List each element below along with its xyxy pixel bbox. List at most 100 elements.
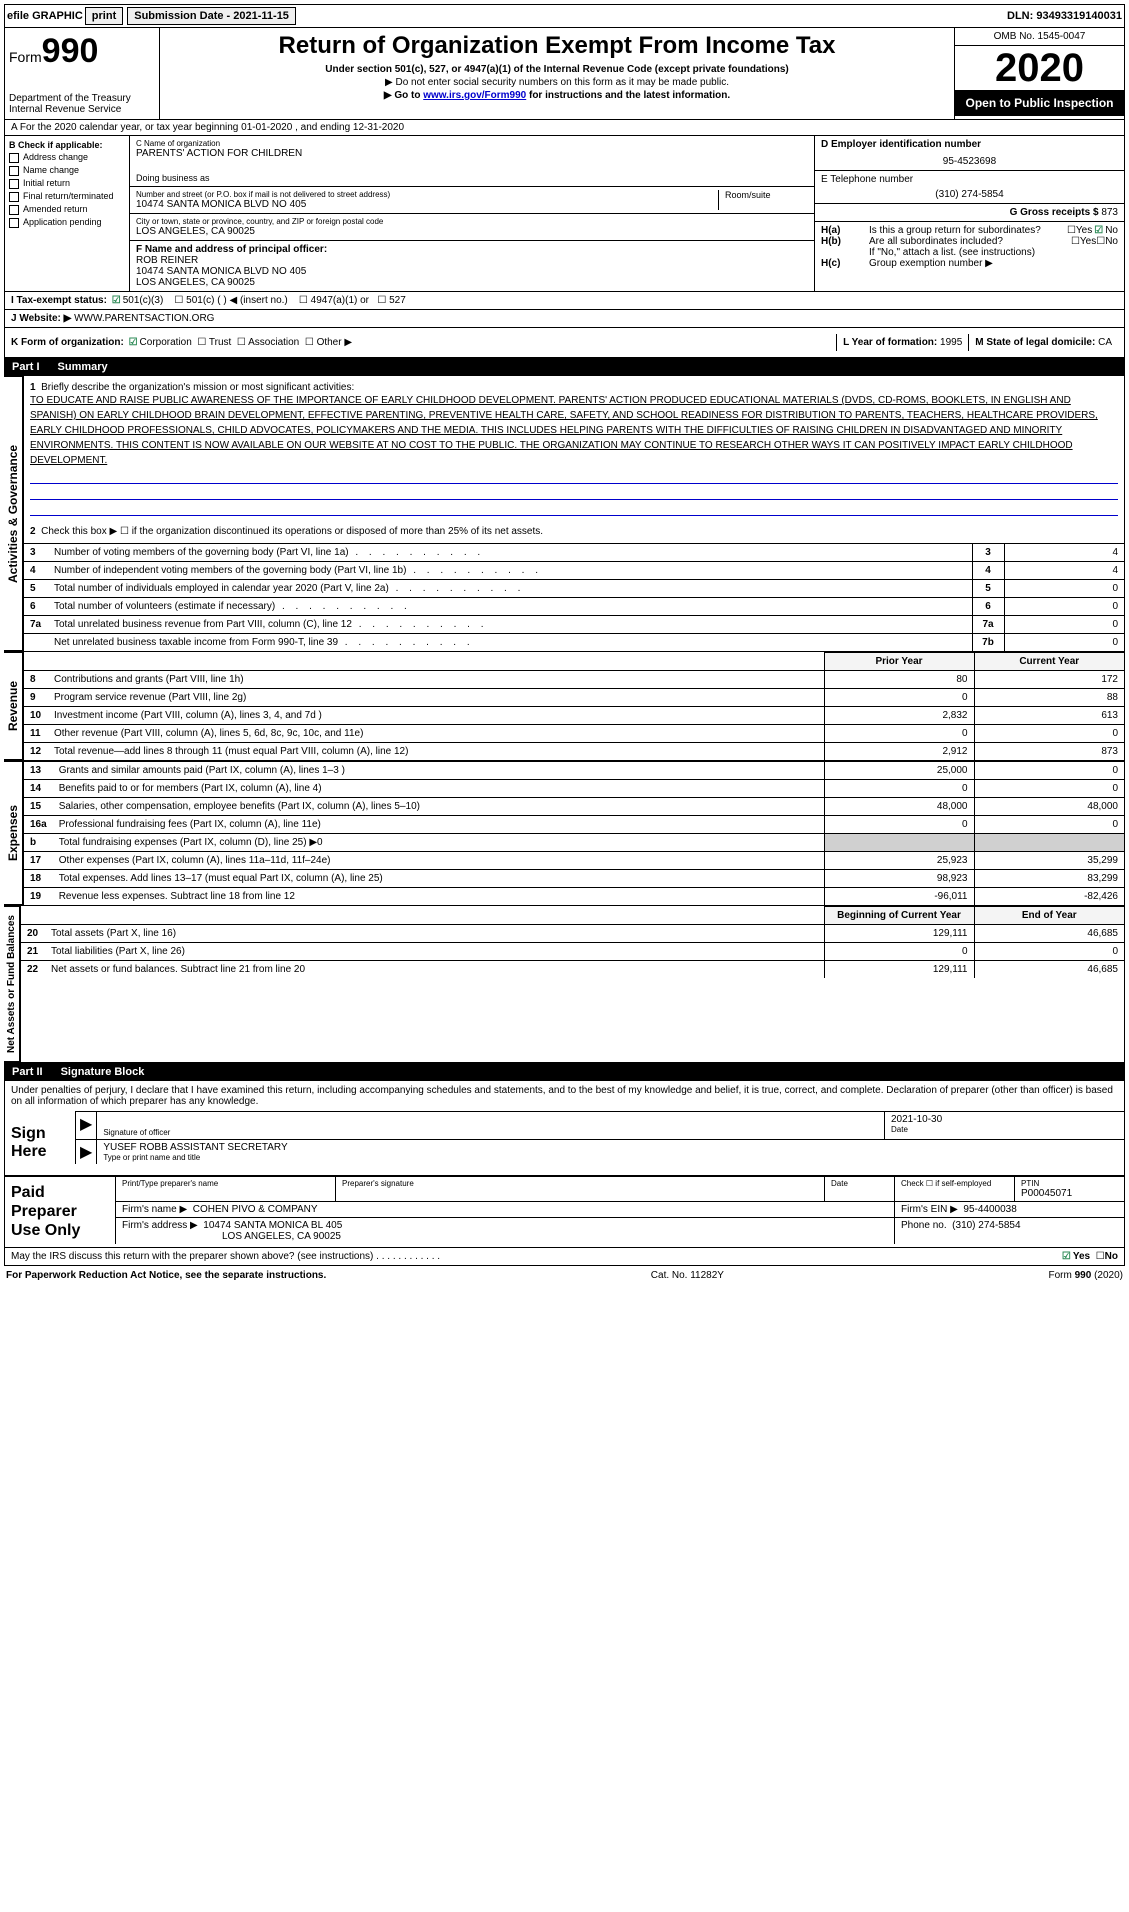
officer-addr: 10474 SANTA MONICA BLVD NO 405 xyxy=(136,266,808,277)
instr-link-line: ▶ Go to www.irs.gov/Form990 for instruct… xyxy=(168,90,946,101)
cb-initial-return[interactable] xyxy=(9,179,19,189)
firm-phone: (310) 274-5854 xyxy=(952,1220,1020,1231)
form-ref: Form 990 (2020) xyxy=(1049,1270,1123,1281)
part-1-header: Part I Summary xyxy=(4,358,1125,376)
org-address: 10474 SANTA MONICA BLVD NO 405 xyxy=(136,199,718,210)
section-b-through-h: B Check if applicable: Address change Na… xyxy=(4,136,1125,292)
prep-name-label: Print/Type preparer's name xyxy=(122,1179,329,1188)
cb-address-change[interactable] xyxy=(9,153,19,163)
line-2-checkbox: Check this box ▶ ☐ if the organization d… xyxy=(41,526,543,537)
expenses-section: Expenses 13Grants and similar amounts pa… xyxy=(4,761,1125,906)
firm-name-label: Firm's name ▶ xyxy=(122,1204,187,1215)
cb-app-pending[interactable] xyxy=(9,218,19,228)
col-b-checkboxes: B Check if applicable: Address change Na… xyxy=(5,136,130,291)
vtab-governance: Activities & Governance xyxy=(4,376,23,651)
website-value: WWW.PARENTSACTION.ORG xyxy=(74,313,214,324)
org-name: PARENTS' ACTION FOR CHILDREN xyxy=(136,148,808,159)
tax-year: 2020 xyxy=(955,46,1124,90)
row-j-website: J Website: ▶ WWW.PARENTSACTION.ORG xyxy=(4,310,1125,328)
arrow-icon: ▶ xyxy=(75,1112,96,1139)
type-name-label: Type or print name and title xyxy=(103,1153,1118,1162)
revenue-table: Prior YearCurrent Year8Contributions and… xyxy=(24,652,1124,760)
hb-label: Are all subordinates included? xyxy=(869,236,1071,247)
efile-label: efile GRAPHIC xyxy=(7,10,83,22)
org-name-label: C Name of organization xyxy=(136,139,808,148)
vtab-netassets: Net Assets or Fund Balances xyxy=(4,906,20,1062)
section-f: F Name and address of principal officer:… xyxy=(130,241,814,291)
expenses-table: 13Grants and similar amounts paid (Part … xyxy=(24,761,1124,905)
phone-value: (310) 274-5854 xyxy=(821,189,1118,200)
part-2-header: Part II Signature Block xyxy=(4,1063,1125,1081)
row-k-form-org: K Form of organization: ☑Corporation ☐ T… xyxy=(4,328,1125,358)
sign-here-label: Sign Here xyxy=(5,1111,75,1175)
officer-name: ROB REINER xyxy=(136,255,808,266)
omb-number: OMB No. 1545-0047 xyxy=(955,28,1124,46)
part-1-title: Summary xyxy=(58,361,108,373)
firm-addr-label: Firm's address ▶ xyxy=(122,1220,198,1231)
paid-preparer-label: Paid Preparer Use Only xyxy=(5,1177,115,1247)
phone-label: E Telephone number xyxy=(821,174,1118,185)
m-state-domicile: M State of legal domicile: CA xyxy=(968,334,1118,351)
row-i-tax-status: I Tax-exempt status: ☑501(c)(3) ☐ 501(c)… xyxy=(4,292,1125,310)
open-public-badge: Open to Public Inspection xyxy=(955,90,1124,116)
l-year-formation: L Year of formation: 1995 xyxy=(836,334,968,351)
irs-link[interactable]: www.irs.gov/Form990 xyxy=(423,90,526,101)
arrow-icon: ▶ xyxy=(75,1140,96,1164)
governance-table: 3Number of voting members of the governi… xyxy=(24,543,1124,651)
form-header: Form990 Department of the Treasury Inter… xyxy=(4,28,1125,120)
city-label: City or town, state or province, country… xyxy=(136,217,808,226)
mission-text: TO EDUCATE AND RAISE PUBLIC AWARENESS OF… xyxy=(30,393,1118,468)
self-employed-cb[interactable]: Check ☐ if self-employed xyxy=(901,1179,1008,1188)
cb-name-change[interactable] xyxy=(9,166,19,176)
firm-ein-label: Firm's EIN ▶ xyxy=(901,1204,958,1215)
tax-status-label: I Tax-exempt status: xyxy=(11,295,107,306)
addr-label: Number and street (or P.O. box if mail i… xyxy=(136,190,718,199)
signature-block: Under penalties of perjury, I declare th… xyxy=(4,1081,1125,1176)
net-assets-section: Net Assets or Fund Balances Beginning of… xyxy=(4,906,1125,1063)
paid-preparer-block: Paid Preparer Use Only Print/Type prepar… xyxy=(4,1176,1125,1248)
cb-amended[interactable] xyxy=(9,205,19,215)
sig-date-label: Date xyxy=(891,1125,1118,1134)
org-city: LOS ANGELES, CA 90025 xyxy=(136,226,808,237)
section-h: H(a) Is this a group return for subordin… xyxy=(815,222,1124,272)
form-subtitle: Under section 501(c), 527, or 4947(a)(1)… xyxy=(168,64,946,75)
instr-ssn: ▶ Do not enter social security numbers o… xyxy=(168,77,946,88)
col-c-org-info: C Name of organization PARENTS' ACTION F… xyxy=(130,136,814,291)
gross-receipts-label: G Gross receipts $ xyxy=(1010,207,1099,218)
room-suite-label: Room/suite xyxy=(718,190,808,210)
col-d-right: D Employer identification number 95-4523… xyxy=(814,136,1124,291)
prep-date-label: Date xyxy=(831,1179,888,1188)
page-footer: For Paperwork Reduction Act Notice, see … xyxy=(4,1266,1125,1285)
part-2-num: Part II xyxy=(12,1066,43,1078)
firm-name: COHEN PIVO & COMPANY xyxy=(193,1204,318,1215)
website-label: J Website: ▶ xyxy=(11,313,71,324)
officer-typed-name: YUSEF ROBB ASSISTANT SECRETARY xyxy=(103,1142,1118,1153)
form-title: Return of Organization Exempt From Incom… xyxy=(168,32,946,60)
col-b-label: B Check if applicable: xyxy=(9,140,125,150)
sig-date: 2021-10-30 xyxy=(891,1114,1118,1125)
mission-block: 1 Briefly describe the organization's mi… xyxy=(24,376,1124,543)
dept-label: Department of the Treasury Internal Reve… xyxy=(9,93,155,115)
officer-label: F Name and address of principal officer: xyxy=(136,244,808,255)
sig-officer-label: Signature of officer xyxy=(103,1128,878,1137)
print-button[interactable]: print xyxy=(85,7,123,25)
submission-date-button[interactable]: Submission Date - 2021-11-15 xyxy=(127,7,296,25)
ptin-value: P00045071 xyxy=(1021,1188,1118,1199)
firm-phone-label: Phone no. xyxy=(901,1220,947,1231)
vtab-revenue: Revenue xyxy=(4,652,23,760)
part-2-title: Signature Block xyxy=(61,1066,145,1078)
officer-city: LOS ANGELES, CA 90025 xyxy=(136,277,808,288)
pra-notice: For Paperwork Reduction Act Notice, see … xyxy=(6,1270,326,1281)
cat-no: Cat. No. 11282Y xyxy=(651,1270,724,1281)
part-1-num: Part I xyxy=(12,361,40,373)
form-number: Form990 xyxy=(9,32,155,71)
cb-final-return[interactable] xyxy=(9,192,19,202)
firm-ein: 95-4400038 xyxy=(963,1204,1016,1215)
row-a-period: A For the 2020 calendar year, or tax yea… xyxy=(4,120,1125,136)
form-org-label: K Form of organization: xyxy=(11,337,124,348)
top-toolbar: efile GRAPHIC print Submission Date - 20… xyxy=(4,4,1125,28)
h-note: If "No," attach a list. (see instruction… xyxy=(821,247,1118,258)
dln-label: DLN: 93493319140031 xyxy=(1007,10,1122,22)
mission-label: Briefly describe the organization's miss… xyxy=(41,382,354,393)
gross-receipts-value: 873 xyxy=(1101,207,1118,218)
